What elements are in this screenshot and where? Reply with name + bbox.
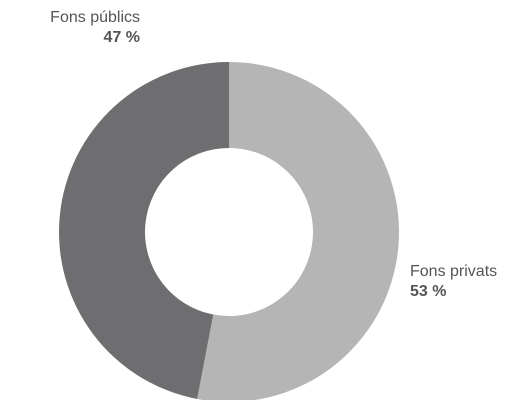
slice-fons-públics [58, 62, 229, 399]
label-fons-privats: Fons privats 53 % [410, 262, 497, 302]
slice-label-name: Fons privats [410, 263, 498, 280]
slice-label-value: 47 % [103, 29, 140, 46]
label-fons-publics: Fons públics 47 % [30, 8, 140, 48]
slice-label-value: 53 % [410, 283, 447, 300]
slice-fons-privats [197, 62, 399, 400]
slice-label-name: Fons públics [50, 9, 140, 26]
